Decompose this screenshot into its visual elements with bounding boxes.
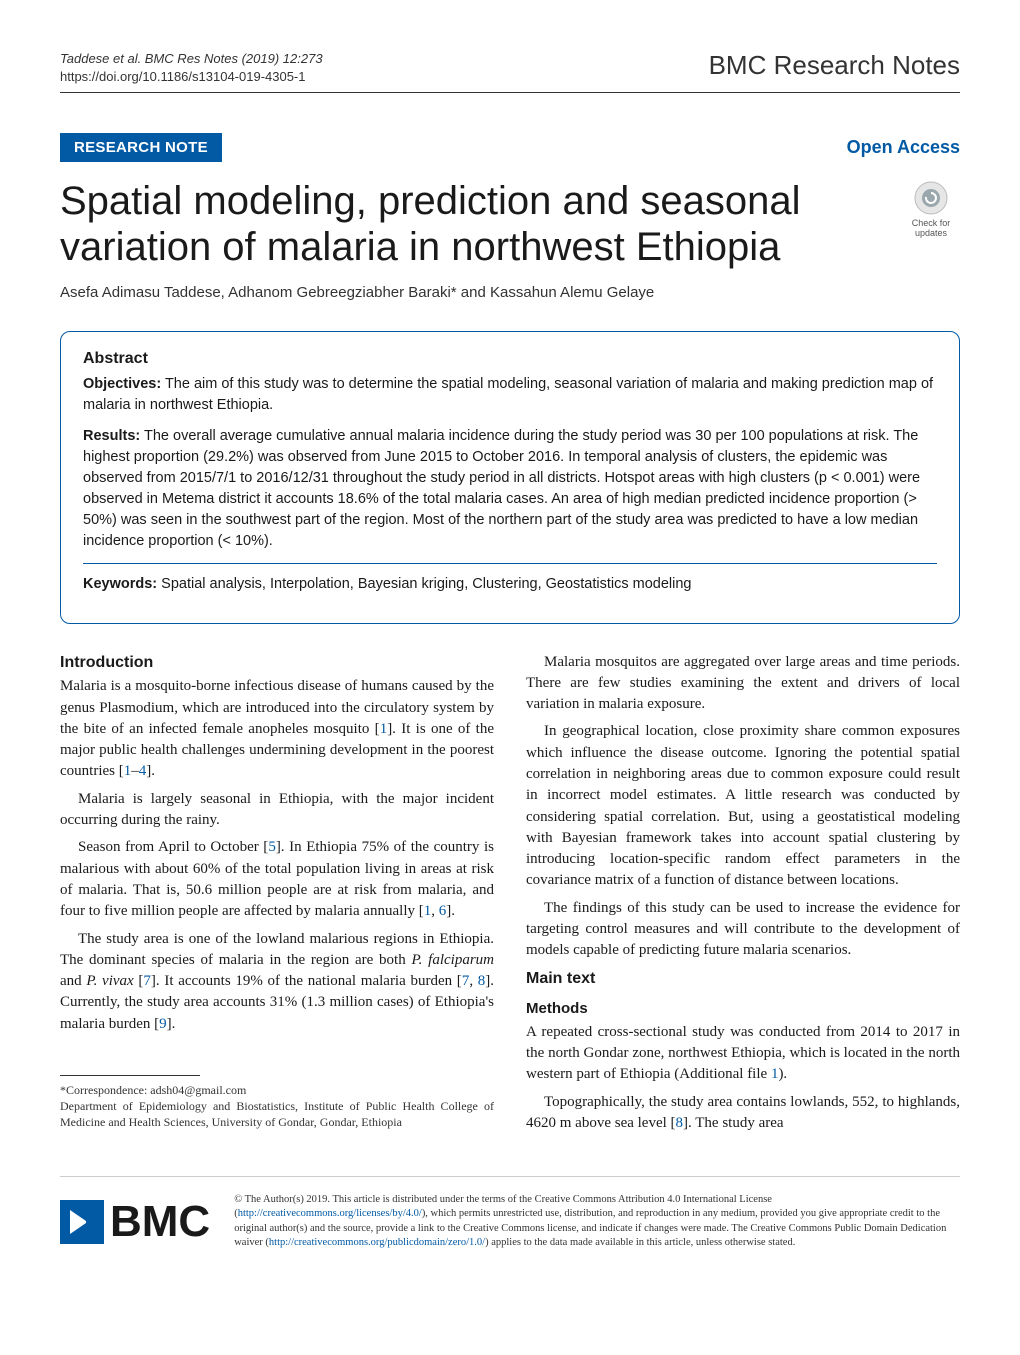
license-link[interactable]: http://creativecommons.org/publicdomain/… [269,1237,485,1248]
intro-p2: Malaria is largely seasonal in Ethiopia,… [60,789,494,832]
column-left: Introduction Malaria is a mosquito-borne… [60,652,494,1141]
methods-p1: A repeated cross-sectional study was con… [526,1022,960,1086]
citation-doi: https://doi.org/10.1186/s13104-019-4305-… [60,68,323,86]
bmc-logo-text: BMC [110,1197,210,1247]
journal-name: BMC Research Notes [709,50,960,81]
intro-p4: The study area is one of the lowland mal… [60,929,494,1035]
check-updates-icon [913,180,949,216]
bmc-logo: BMC [60,1197,210,1247]
col2-p3: The findings of this study can be used t… [526,898,960,962]
col2-p1: Malaria mosquitos are aggregated over la… [526,652,960,716]
introduction-heading: Introduction [60,652,494,675]
methods-p2: Topographically, the study area contains… [526,1092,960,1135]
methods-heading: Methods [526,998,960,1019]
abstract-keywords: Keywords: Spatial analysis, Interpolatio… [83,563,937,595]
column-right: Malaria mosquitos are aggregated over la… [526,652,960,1141]
license-link[interactable]: http://creativecommons.org/licenses/by/4… [238,1208,422,1219]
results-label: Results: [83,428,140,444]
citation-line1: Taddese et al. BMC Res Notes (2019) 12:2… [60,50,323,68]
intro-p3: Season from April to October [5]. In Eth… [60,837,494,922]
objectives-label: Objectives: [83,376,161,392]
article-title: Spatial modeling, prediction and seasona… [60,178,902,270]
correspondence-line: *Correspondence: adsh04@gmail.com [60,1082,494,1098]
article-type-badge: RESEARCH NOTE [60,133,222,162]
check-updates-text: Check for updates [912,218,951,238]
abstract-objectives: Objectives: The aim of this study was to… [83,374,937,416]
article-type-row: RESEARCH NOTE Open Access [60,133,960,162]
open-access-label: Open Access [847,137,960,158]
affiliation-line: Department of Epidemiology and Biostatis… [60,1098,494,1130]
authors-line: Asefa Adimasu Taddese, Adhanom Gebreegzi… [60,284,960,301]
objectives-text: The aim of this study was to determine t… [83,376,933,413]
footer-bar: BMC © The Author(s) 2019. This article i… [60,1176,960,1250]
ref-link[interactable]: 9 [159,1016,167,1032]
abstract-box: Abstract Objectives: The aim of this stu… [60,331,960,623]
abstract-results: Results: The overall average cumulative … [83,426,937,552]
abstract-heading: Abstract [83,350,937,368]
main-text-heading: Main text [526,968,960,991]
body-columns: Introduction Malaria is a mosquito-borne… [60,652,960,1141]
ref-link[interactable]: 5 [268,839,276,855]
ref-link[interactable]: 8 [676,1115,684,1131]
keywords-text: Spatial analysis, Interpolation, Bayesia… [157,576,691,592]
top-header: Taddese et al. BMC Res Notes (2019) 12:2… [60,50,960,93]
license-text: © The Author(s) 2019. This article is di… [234,1193,960,1250]
keywords-label: Keywords: [83,576,157,592]
citation-block: Taddese et al. BMC Res Notes (2019) 12:2… [60,50,323,86]
bmc-logo-icon [60,1200,104,1244]
results-text: The overall average cumulative annual ma… [83,428,920,549]
check-updates-badge[interactable]: Check for updates [902,180,960,238]
correspondence-footnote: *Correspondence: adsh04@gmail.com Depart… [60,1082,494,1131]
intro-p1: Malaria is a mosquito-borne infectious d… [60,676,494,782]
col2-p2: In geographical location, close proximit… [526,721,960,891]
footnote-separator [60,1075,200,1076]
ref-link[interactable]: 7 [143,973,151,989]
